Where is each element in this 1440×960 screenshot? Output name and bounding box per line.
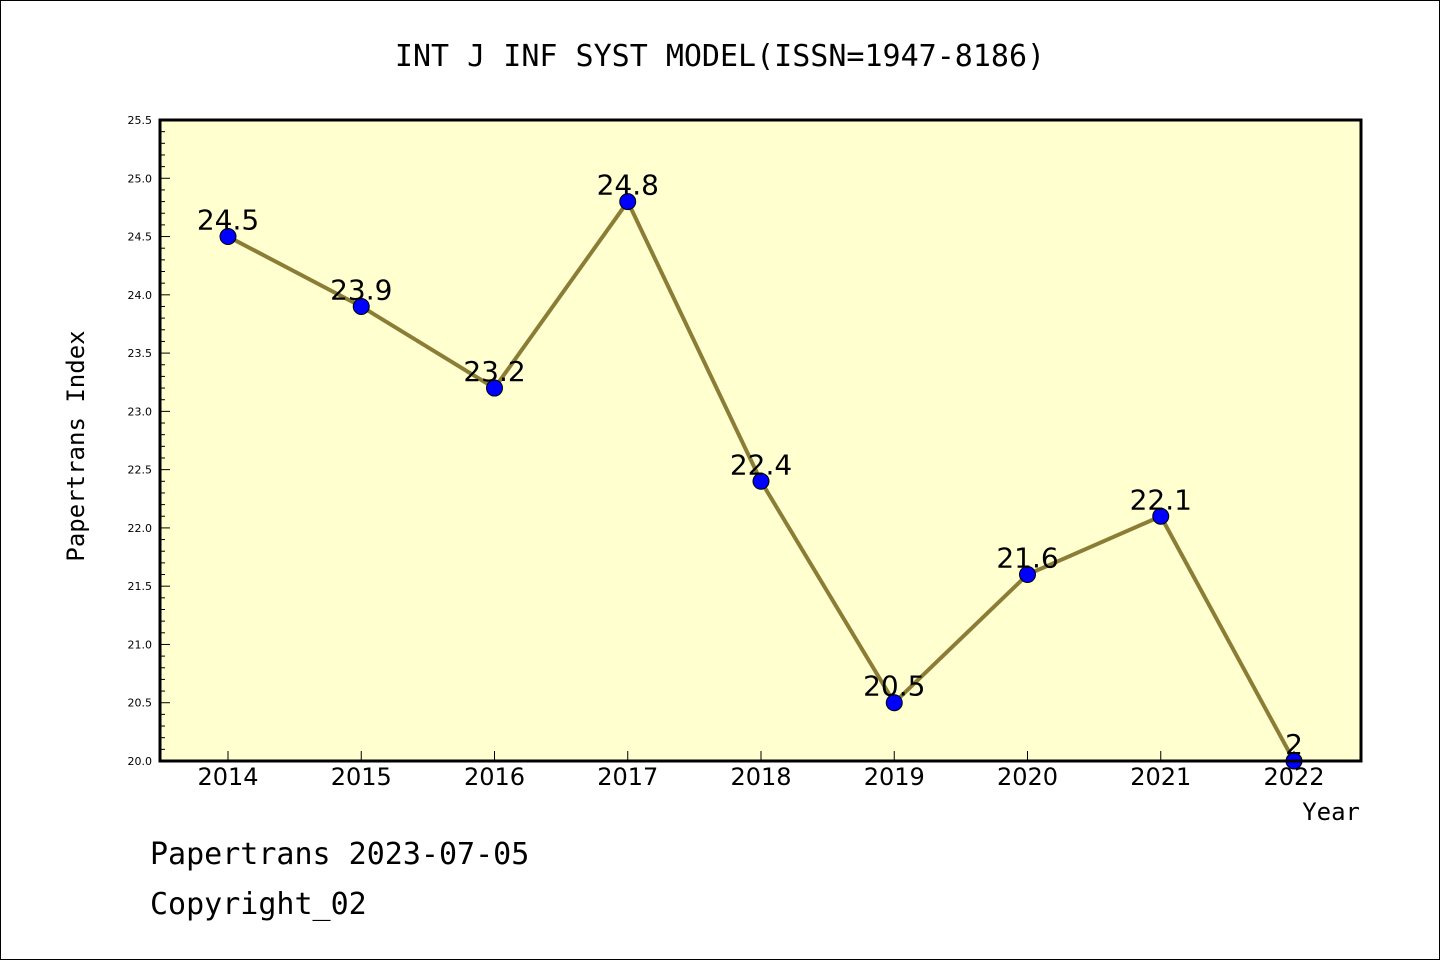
data-label: 24.5 (197, 204, 259, 237)
data-point-marker (1152, 507, 1170, 525)
data-points (219, 193, 1303, 770)
data-label: 22.1 (1130, 483, 1192, 516)
data-point-marker (352, 297, 370, 315)
x-tick-label: 2017 (597, 763, 658, 791)
data-label: 23.2 (463, 355, 525, 388)
data-point-marker (486, 379, 503, 397)
x-tick-label: 2016 (464, 763, 525, 791)
data-label: 23.9 (330, 273, 392, 306)
data-point-marker (219, 228, 237, 246)
chart-title: INT J INF SYST MODEL(ISSN=1947-8186) (395, 39, 1045, 74)
y-tick-label: 22.5 (128, 464, 153, 477)
y-tick-label: 23.0 (128, 405, 153, 418)
x-tick-label: 2020 (997, 763, 1058, 791)
y-tick-label: 20.5 (128, 697, 153, 710)
footer-copyright-text: Copyright_02 (150, 887, 367, 922)
x-tick-label: 2014 (197, 763, 258, 791)
data-label: 21.6 (996, 542, 1058, 575)
data-label: 2 (1285, 728, 1303, 761)
data-label: 22.4 (730, 448, 792, 481)
y-tick-label: 20.0 (128, 755, 153, 768)
x-tick-labels: 2014 2015 2016 2017 2018 2019 2020 2021 2022 (197, 763, 1324, 791)
y-tick-label: 22.0 (128, 522, 153, 535)
y-axis-label: Papertrans Index (62, 330, 90, 561)
data-point-marker (885, 694, 903, 712)
data-point-marker (1019, 566, 1036, 584)
data-label: 24.8 (597, 169, 659, 202)
y-tick-label: 21.0 (128, 638, 153, 651)
y-tick-label: 24.5 (128, 231, 153, 244)
data-label: 20.5 (863, 670, 925, 703)
data-point-marker (752, 472, 770, 490)
data-labels: 24.5 23.9 23.2 24.8 22.4 20.5 21.6 22.1 2 (197, 169, 1303, 761)
plot-area (160, 120, 1361, 761)
footer-date-text: Papertrans 2023-07-05 (150, 837, 529, 872)
x-tick-label: 2021 (1130, 763, 1191, 791)
x-tick-label: 2018 (730, 763, 791, 791)
plot-border (158, 118, 1363, 763)
y-tick-label: 24.0 (128, 289, 153, 302)
y-tick-label: 25.0 (128, 172, 153, 185)
y-tick-labels: 20.0 20.5 21.0 21.5 22.0 22.5 23.0 23.5 24.0 24.5… (128, 114, 153, 768)
x-tick-label: 2015 (331, 763, 392, 791)
y-tick-label: 25.5 (128, 114, 153, 127)
y-tick-label: 23.5 (128, 347, 153, 360)
x-axis-label: Year (1302, 798, 1360, 826)
data-point-marker (619, 193, 637, 211)
x-tick-label: 2019 (864, 763, 925, 791)
y-tick-label: 21.5 (128, 580, 153, 593)
